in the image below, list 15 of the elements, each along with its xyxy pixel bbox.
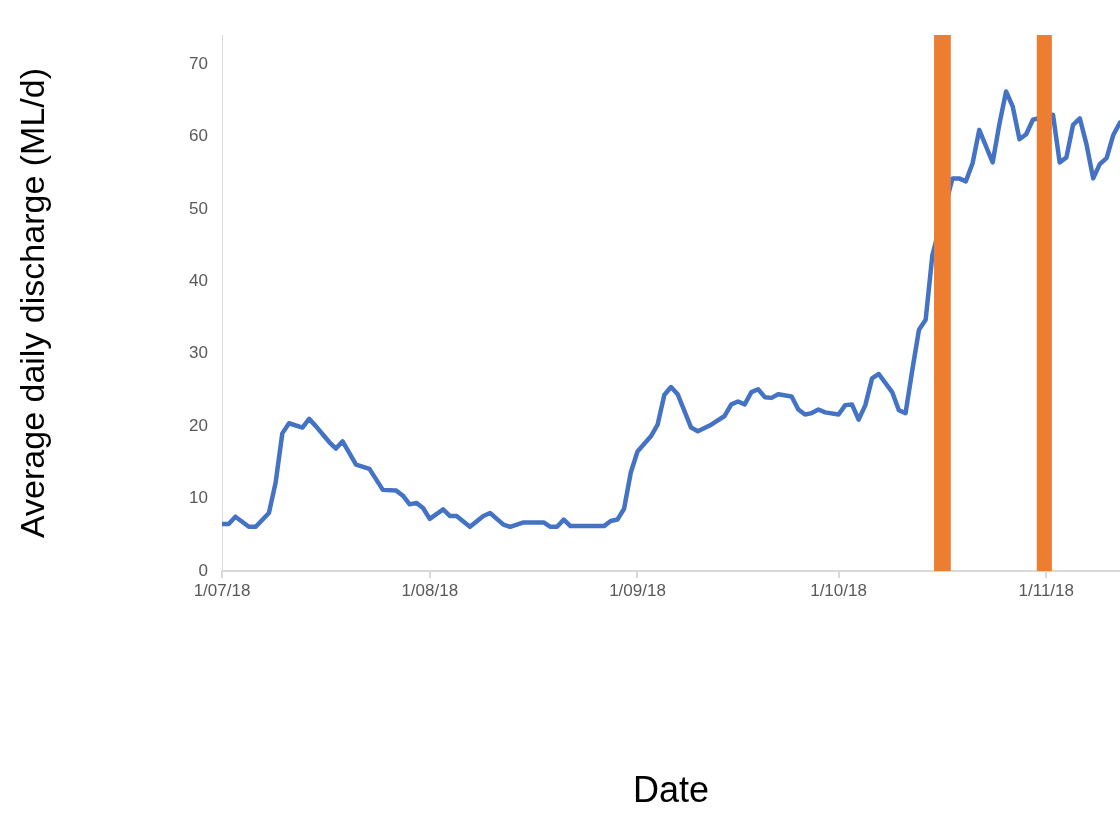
y-tick-label: 60 [189, 126, 208, 146]
x-tick-label: 1/09/18 [609, 580, 666, 600]
x-axis-title: Date [632, 769, 710, 811]
y-tick-label: 30 [189, 343, 208, 363]
y-tick-label: 20 [189, 415, 208, 435]
x-tick-label: 1/11/18 [1018, 580, 1075, 600]
x-tick-label: 1/10/18 [810, 580, 867, 600]
y-tick-label: 70 [189, 53, 208, 73]
x-tick-label: 1/07/18 [193, 580, 251, 600]
y-tick-label: 50 [189, 198, 208, 218]
y-tick-label: 10 [189, 488, 208, 508]
x-tick-label: 1/08/18 [401, 580, 459, 600]
y-tick-label: 40 [189, 270, 208, 290]
y-axis-title: Average daily discharge (ML/d) [12, 68, 51, 538]
y-tick-label: 0 [198, 560, 208, 580]
